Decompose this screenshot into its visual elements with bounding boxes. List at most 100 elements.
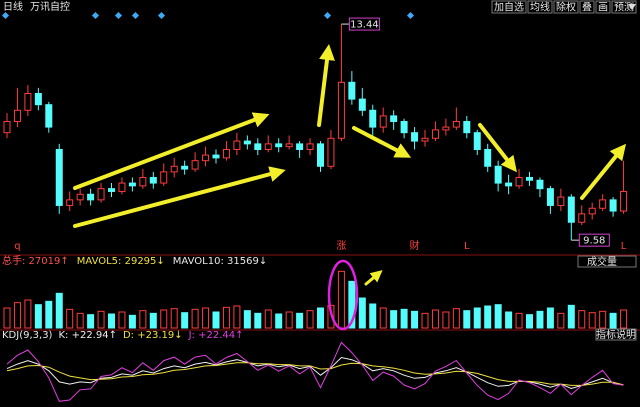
volume-bar	[442, 311, 450, 329]
info-marker[interactable]	[323, 11, 332, 20]
volume-bar	[285, 311, 293, 329]
trend-arrow	[580, 143, 627, 200]
volume-bar	[202, 307, 210, 329]
toolbar-label[interactable]: 画	[598, 3, 608, 14]
volume-bar	[431, 309, 439, 329]
legend-entry: J: +22.44↑	[188, 330, 244, 341]
volume-highlight	[327, 259, 359, 331]
volume-bar	[400, 308, 408, 329]
candle-body	[609, 199, 617, 212]
volume-bar	[45, 300, 53, 329]
indicator-title: KDJ(9,3,3)	[2, 330, 53, 341]
toolbar-button[interactable]	[491, 0, 527, 14]
event-marker: 涨	[336, 240, 346, 252]
toolbar-button[interactable]	[527, 0, 553, 14]
volume-header: MAVOL10: 31569↓	[173, 256, 267, 267]
candle-body	[191, 160, 199, 170]
volume-bar	[118, 311, 126, 329]
volume-bar	[348, 280, 356, 329]
volume-bar	[181, 312, 189, 329]
volume-bar	[128, 314, 136, 329]
candle-body	[390, 115, 398, 122]
candle-body	[526, 176, 533, 181]
volume-bar	[567, 304, 575, 329]
legend-entry: D: +23.19↓	[123, 330, 183, 341]
toolbar-label[interactable]: 预测	[614, 1, 634, 14]
volume-bar	[526, 314, 533, 329]
volume-bar	[411, 310, 419, 329]
annotations	[73, 44, 627, 331]
candle-body	[369, 109, 377, 128]
info-marker[interactable]	[406, 11, 415, 20]
toolbar-label[interactable]: 均线	[530, 1, 550, 14]
menu-arrow[interactable]	[628, 4, 636, 10]
volume-bar	[170, 308, 178, 329]
info-marker[interactable]	[131, 11, 140, 20]
volume-header: 总手: 27019↑	[2, 254, 69, 267]
candle-body	[567, 196, 575, 223]
candle-body	[34, 92, 42, 106]
volume-bar	[452, 308, 460, 329]
selector-box[interactable]	[577, 255, 637, 268]
toolbar-button[interactable]	[595, 0, 611, 14]
candle-body	[463, 120, 471, 134]
volume-bar	[108, 313, 115, 329]
selector-box[interactable]	[595, 328, 637, 341]
selector-label: 成交量	[587, 255, 617, 268]
volume-bar	[3, 307, 11, 329]
candle-body	[515, 176, 523, 187]
candle-body	[494, 165, 502, 184]
candle-body	[337, 81, 345, 139]
candle-body	[546, 188, 554, 206]
toolbar-button[interactable]	[579, 0, 595, 14]
candle-body	[484, 148, 492, 167]
candle-body	[379, 115, 387, 128]
candle-body	[599, 199, 607, 209]
trend-arrow	[352, 126, 412, 158]
candle-body	[400, 120, 408, 134]
candle-body	[505, 182, 513, 187]
stock-name: 万讯自控	[30, 0, 70, 13]
candle-body	[97, 188, 105, 201]
toolbar-label[interactable]: 除权	[556, 1, 576, 14]
volume-bar	[306, 310, 314, 329]
info-marker[interactable]	[157, 11, 166, 20]
toolbar-label[interactable]: 叠	[582, 2, 592, 14]
volume-bar	[317, 307, 324, 329]
candle-body	[118, 182, 126, 192]
candle-body	[243, 140, 251, 145]
volume-header: MAVOL5: 29295↓	[77, 256, 165, 267]
candle-body	[588, 207, 596, 215]
candle-body	[3, 120, 11, 134]
volume-bar	[620, 309, 628, 329]
volume-bar	[160, 309, 168, 329]
volume-bar	[149, 312, 157, 329]
volume-bar	[254, 312, 262, 329]
trend-arrow	[73, 166, 286, 228]
volume-bar	[515, 312, 523, 329]
volume-bar	[139, 310, 147, 329]
event-marker: L	[621, 241, 627, 252]
volume-bar	[484, 305, 492, 329]
candle-body	[473, 132, 481, 150]
kdj-line	[6, 341, 624, 402]
volume-bar	[264, 309, 272, 329]
volume-bar	[243, 310, 251, 329]
selector-label: 指标说明	[596, 328, 636, 341]
candle-body	[222, 148, 230, 159]
kdj-line	[6, 362, 624, 386]
candle-body	[160, 171, 168, 184]
info-marker[interactable]	[1, 11, 10, 20]
volume-bar	[473, 307, 481, 329]
volume-bar	[13, 302, 21, 329]
candle-body	[275, 143, 283, 148]
candle-body	[55, 148, 63, 206]
candle-body	[620, 190, 628, 212]
toolbar-label[interactable]: 加自选	[494, 1, 524, 14]
candle-body	[66, 199, 74, 206]
candle-body	[411, 132, 419, 142]
volume-bar	[609, 312, 617, 329]
toolbar-button[interactable]	[553, 0, 579, 14]
candle-body	[76, 193, 84, 201]
